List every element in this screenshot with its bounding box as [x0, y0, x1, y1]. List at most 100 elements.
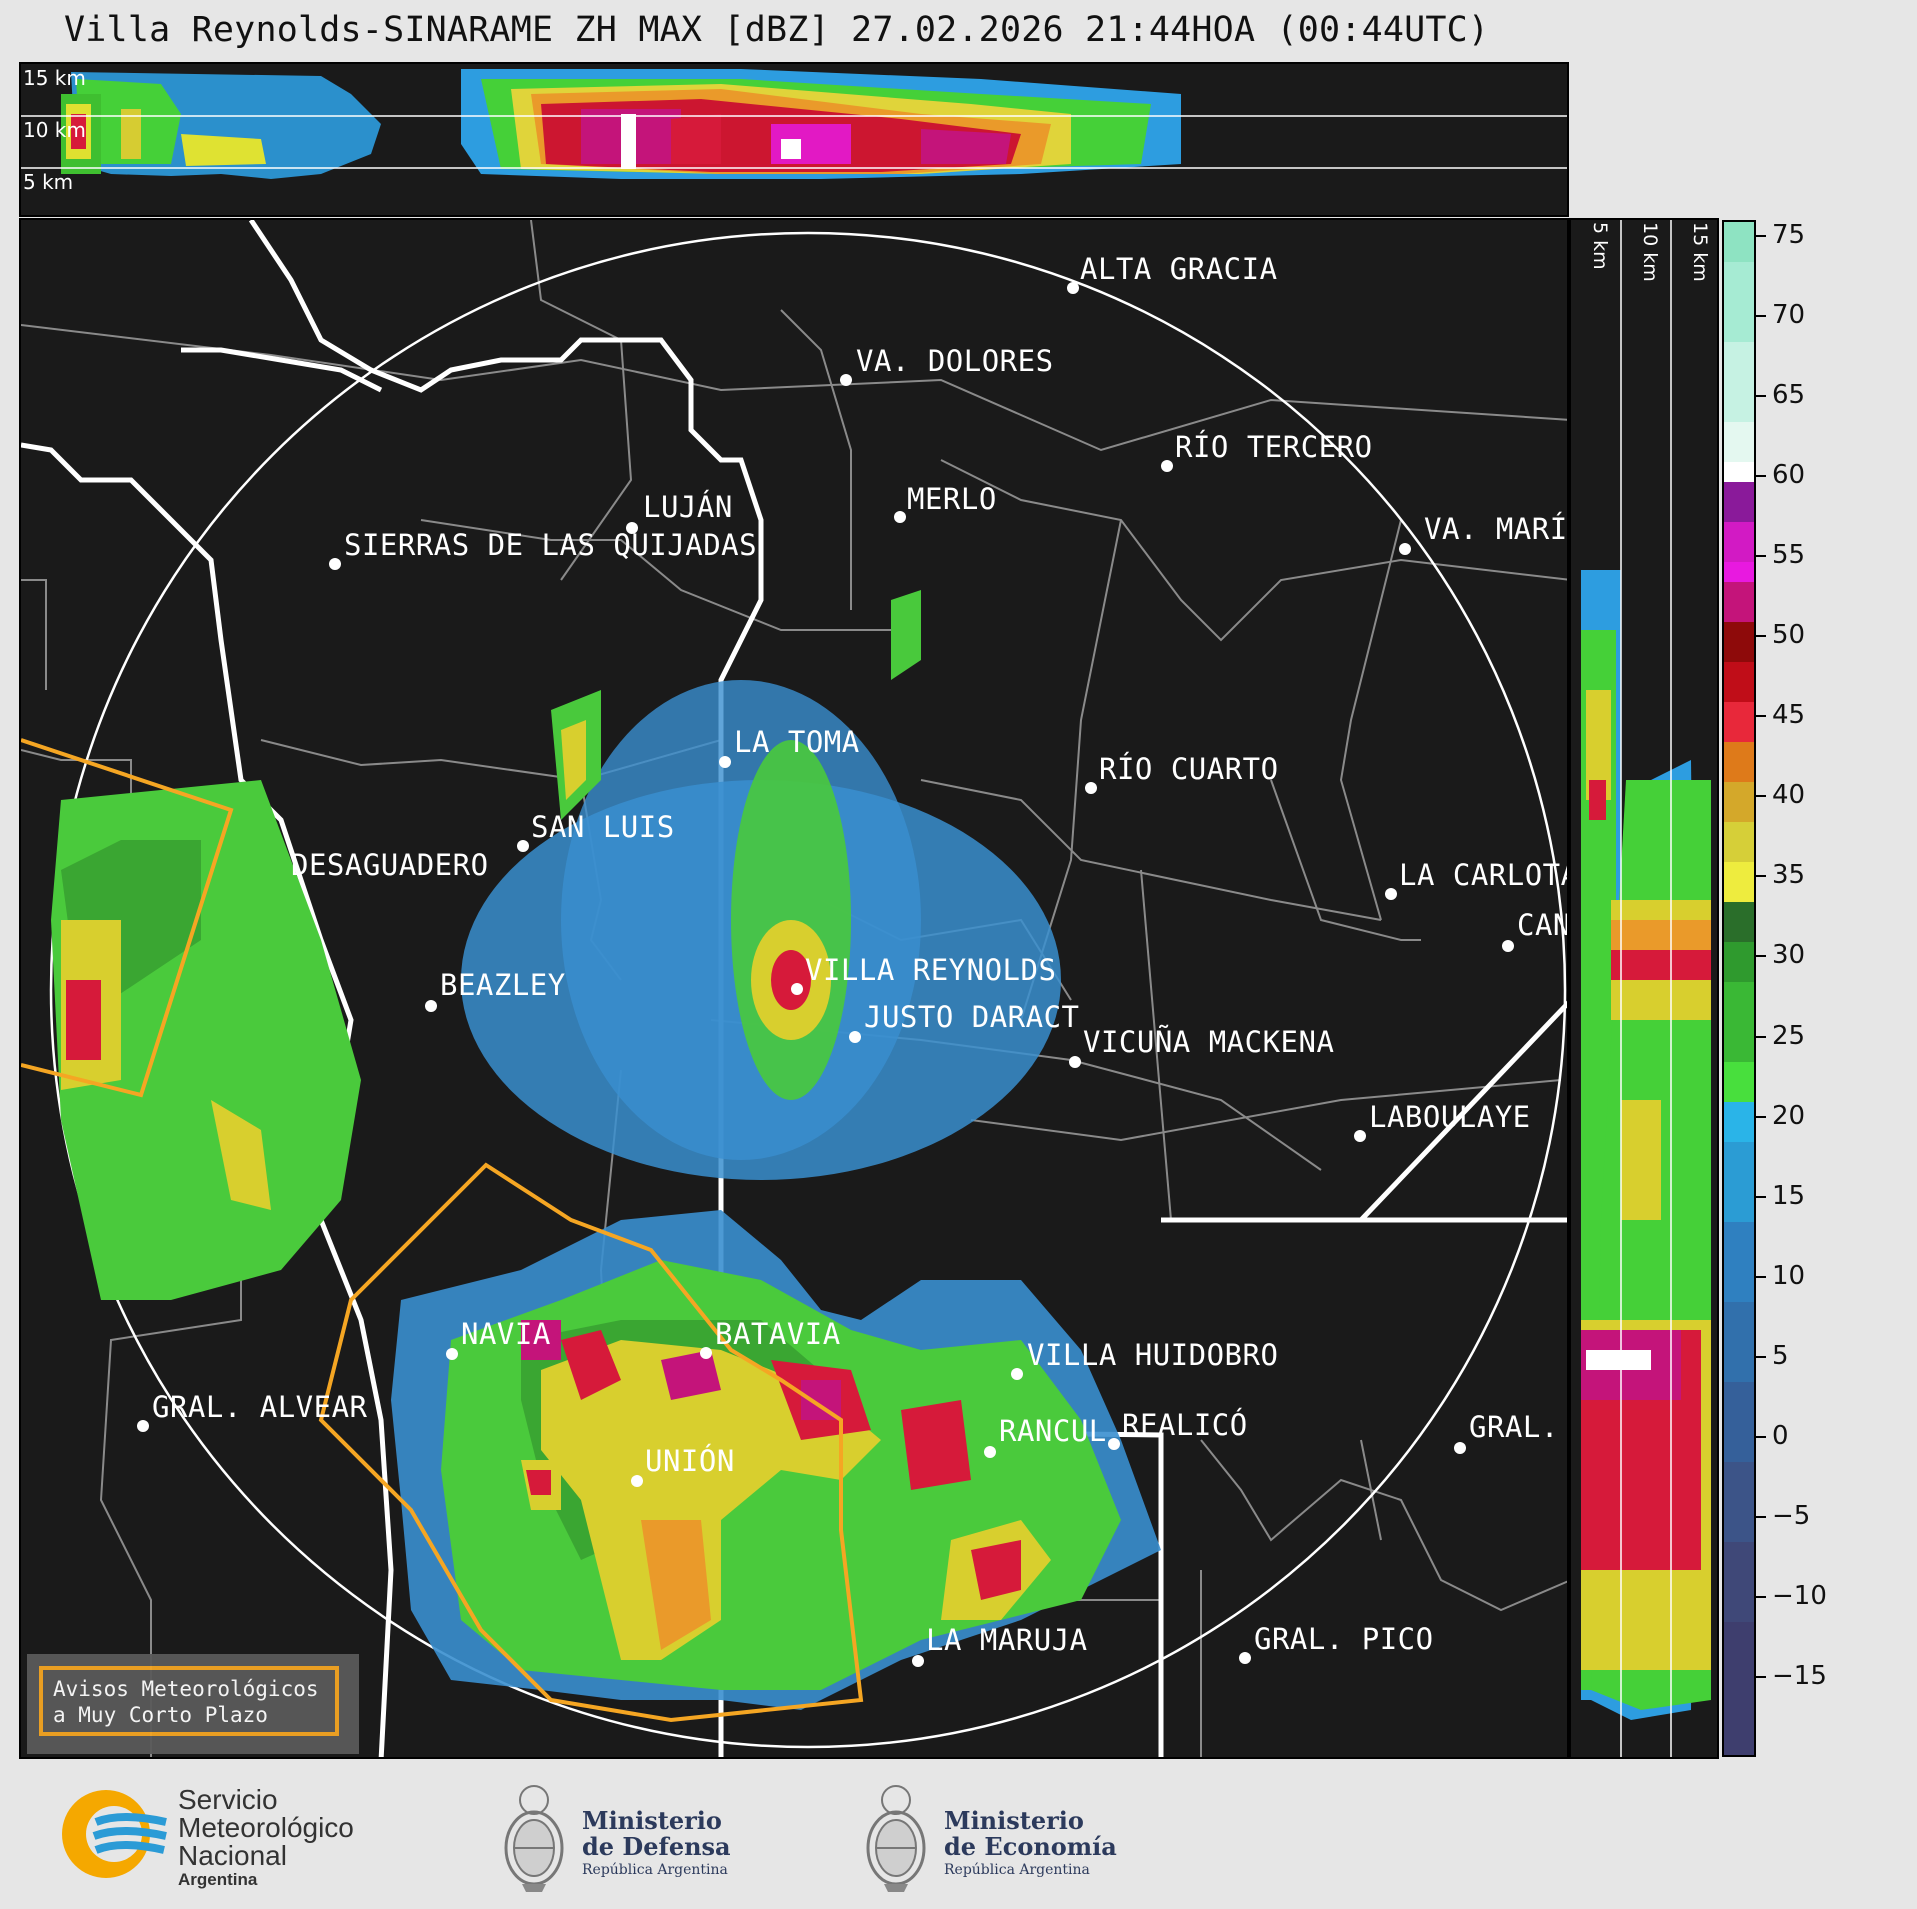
city-dot-villa-huidobro	[1011, 1368, 1023, 1380]
city-label-va-dolores: VA. DOLORES	[856, 344, 1054, 378]
city-dot-alta-gracia	[1067, 282, 1079, 294]
colorbar-tick-mark	[1756, 395, 1766, 398]
economia-name-line3: República Argentina	[944, 1862, 1090, 1878]
city-label-gral-villegas: GRAL.	[1469, 1410, 1559, 1444]
city-dot-vicuna-mackena	[1069, 1056, 1081, 1068]
colorbar-tick-label: 30	[1772, 940, 1806, 971]
side-altitude-label-15km: 15 km	[1689, 222, 1711, 282]
warning-polygons	[21, 738, 864, 1723]
city-label-vicuna-mackena: VICUÑA MACKENA	[1083, 1025, 1335, 1059]
colorbar-tick-mark	[1756, 1195, 1766, 1198]
city-label-merlo: MERLO	[907, 482, 997, 516]
city-dot-rio-tercero	[1161, 460, 1173, 472]
city-label-villa-huidobro: VILLA HUIDOBRO	[1027, 1338, 1279, 1372]
city-label-villa-reynolds: VILLA REYNOLDS	[805, 953, 1057, 987]
city-dot-sierras-de-las-quijadas	[329, 558, 341, 570]
city-label-laboulaye: LABOULAYE	[1369, 1100, 1531, 1134]
smn-name-line3: Nacional	[178, 1840, 287, 1871]
colorbar-tick-label: 45	[1772, 700, 1806, 731]
colorbar-tick-label: 0	[1772, 1420, 1789, 1451]
colorbar-tick-label: 10	[1772, 1260, 1806, 1291]
altitude-label-10km: 10 km	[23, 118, 86, 142]
side-cross-section-panel: 5 km 10 km 15 km	[1569, 218, 1719, 1759]
smn-logo-icon	[62, 1790, 167, 1878]
city-label-alta-gracia: ALTA GRACIA	[1080, 252, 1278, 286]
city-label-desaguadero: DESAGUADERO	[291, 848, 489, 882]
coat-of-arms-icon-economia	[866, 1785, 926, 1892]
warning-legend-line1: Avisos Meteorológicos	[53, 1677, 319, 1701]
city-label-la-toma: LA TOMA	[734, 725, 860, 759]
city-dot-union	[631, 1475, 643, 1487]
city-dot-gral-pico	[1239, 1652, 1251, 1664]
city-dot-la-carlota	[1385, 888, 1397, 900]
smn-name-line2: Meteorológico	[178, 1812, 354, 1843]
radar-map-panel: ALTA GRACIA VA. DOLORES RÍO TERCERO MERL…	[19, 218, 1569, 1759]
defensa-name-line1: Ministerio	[582, 1806, 722, 1835]
top-cross-section-echoes	[21, 69, 1567, 179]
coat-of-arms-icon-defensa	[504, 1785, 564, 1892]
warning-legend-frame: Avisos Meteorológicos a Muy Corto Plazo	[39, 1666, 339, 1736]
city-dot-rio-cuarto	[1085, 782, 1097, 794]
city-dot-gral-alvear	[137, 1420, 149, 1432]
city-dot-va-maria	[1399, 543, 1411, 555]
radar-range-ring	[49, 231, 1567, 1749]
city-label-batavia: BATAVIA	[715, 1317, 841, 1351]
side-cross-section-echoes	[1581, 220, 1711, 1757]
smn-name-line4: Argentina	[178, 1870, 258, 1889]
colorbar-tick-mark	[1756, 235, 1766, 237]
colorbar-tick-label: −10	[1772, 1580, 1827, 1611]
city-label-navia: NAVIA	[461, 1317, 551, 1351]
city-label-union: UNIÓN	[645, 1444, 735, 1478]
colorbar-tick-label: 20	[1772, 1100, 1806, 1131]
city-dot-batavia	[700, 1347, 712, 1359]
city-dot-canals	[1502, 940, 1514, 952]
radar-map-canvas	[21, 220, 1567, 1757]
colorbar-tick-label: 15	[1772, 1180, 1806, 1211]
warning-legend-line2: a Muy Corto Plazo	[53, 1703, 268, 1727]
city-dot-navia	[446, 1348, 458, 1360]
city-dot-la-toma	[719, 756, 731, 768]
side-altitude-label-10km: 10 km	[1639, 222, 1661, 282]
colorbar-tick-label: −15	[1772, 1660, 1827, 1691]
city-label-realico: REALICÓ	[1122, 1408, 1248, 1442]
city-label-rancul: RANCUL	[999, 1414, 1107, 1448]
city-label-rio-tercero: RÍO TERCERO	[1175, 430, 1373, 464]
city-label-la-maruja: LA MARUJA	[926, 1623, 1088, 1657]
city-label-rio-cuarto: RÍO CUARTO	[1099, 752, 1279, 786]
colorbar-tick-label: 25	[1772, 1020, 1806, 1051]
colorbar-tick-label: 75	[1772, 220, 1806, 250]
city-label-lujan: LUJÁN	[643, 490, 733, 524]
city-label-san-luis: SAN LUIS	[531, 810, 675, 844]
city-dot-lujan	[626, 522, 638, 534]
colorbar-tick-label: 50	[1772, 620, 1806, 651]
colorbar-tick-label: −5	[1772, 1500, 1811, 1531]
radar-echoes	[51, 590, 1161, 1710]
city-dot-beazley	[425, 1000, 437, 1012]
city-dot-merlo	[894, 511, 906, 523]
warning-legend-box: Avisos Meteorológicos a Muy Corto Plazo	[27, 1654, 359, 1754]
colorbar-tick-label: 35	[1772, 860, 1806, 891]
economia-name-line2: de Economía	[944, 1832, 1117, 1861]
city-dot-justo-daract	[849, 1031, 861, 1043]
economia-name-line1: Ministerio	[944, 1806, 1084, 1835]
city-dot-rancul	[984, 1446, 996, 1458]
colorbar-tick-mark	[1756, 795, 1766, 798]
colorbar-tick-label: 65	[1772, 380, 1806, 411]
altitude-label-5km: 5 km	[23, 170, 74, 194]
city-label-gral-alvear: GRAL. ALVEAR	[152, 1390, 368, 1424]
top-cross-section-panel: 15 km 10 km 5 km	[19, 62, 1569, 217]
city-dot-va-dolores	[840, 374, 852, 386]
colorbar-tick-mark	[1756, 315, 1766, 318]
footer-logos: Servicio Meteorológico Nacional Argentin…	[0, 1762, 1917, 1909]
city-label-gral-pico: GRAL. PICO	[1254, 1622, 1434, 1656]
city-dot-la-maruja	[912, 1655, 924, 1667]
colorbar-tick-mark	[1756, 1675, 1766, 1678]
colorbar-tick-label: 55	[1772, 540, 1806, 571]
colorbar-tick-label: 60	[1772, 460, 1806, 491]
colorbar-tick-mark	[1756, 1595, 1766, 1598]
defensa-name-line2: de Defensa	[582, 1832, 731, 1861]
smn-name-line1: Servicio	[178, 1784, 278, 1815]
colorbar-tick-mark	[1756, 1435, 1766, 1438]
colorbar-tick-mark	[1756, 1275, 1766, 1278]
colorbar-tick-mark	[1756, 715, 1766, 718]
